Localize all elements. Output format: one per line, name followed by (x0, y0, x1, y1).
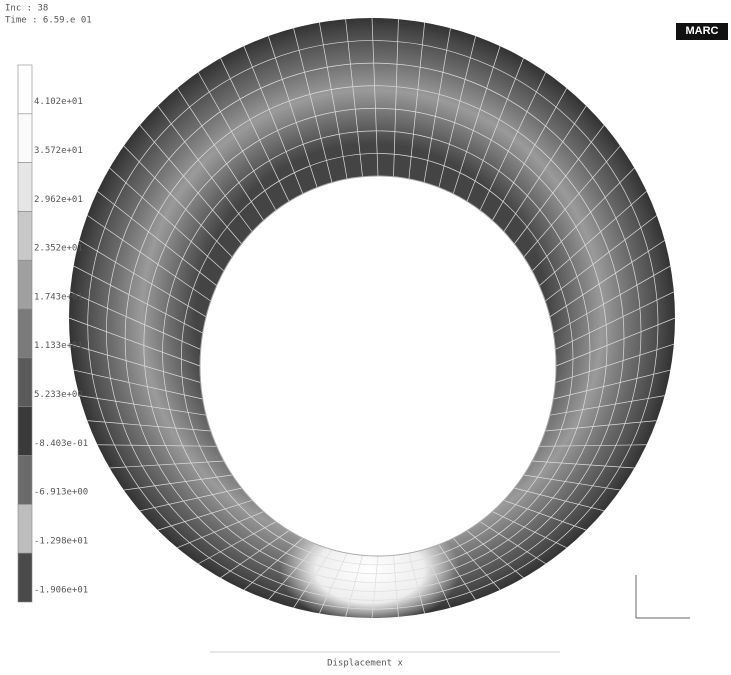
legend-swatch (18, 553, 32, 602)
legend-label: 3.572e+01 (34, 146, 83, 156)
legend-swatch (18, 65, 32, 114)
legend-swatch (18, 163, 32, 212)
legend-label: 1.133e+01 (34, 341, 83, 351)
legend-bar (18, 65, 32, 602)
axis-triad (636, 575, 690, 618)
page: Inc : 38 Time : 6.59.e 01 4.102e+01 3.572… (0, 0, 731, 675)
result-view: Inc : 38 Time : 6.59.e 01 4.102e+01 3.572… (0, 0, 731, 675)
legend-swatch (18, 114, 32, 163)
increment-text: Inc : 38 (5, 4, 48, 14)
legend-label: 2.962e+01 (34, 195, 83, 205)
marc-logo: MARC (676, 23, 728, 40)
legend-label: -1.906e+01 (34, 585, 88, 595)
legend-swatch (18, 407, 32, 456)
legend-swatch (18, 504, 32, 553)
legend-label: 2.352e+01 (34, 244, 83, 254)
legend-label: -6.913e+00 (34, 488, 88, 498)
ring (69, 18, 675, 625)
legend-swatch (18, 309, 32, 358)
legend-label: -1.298e+01 (34, 536, 88, 546)
quantity-label: Displacement x (327, 659, 403, 669)
legend-swatch (18, 358, 32, 407)
legend-labels: 4.102e+01 3.572e+01 2.962e+01 2.352e+01 1.74… (34, 97, 88, 595)
legend-label: 1.743e+01 (34, 292, 83, 302)
legend-swatch (18, 456, 32, 505)
legend-swatch (18, 260, 32, 309)
legend-label: 4.102e+01 (34, 97, 83, 107)
legend-swatch (18, 211, 32, 260)
legend-label: -8.403e-01 (34, 439, 88, 449)
legend-label: 5.233e+00 (34, 390, 83, 400)
time-text: Time : 6.59.e 01 (5, 16, 92, 26)
